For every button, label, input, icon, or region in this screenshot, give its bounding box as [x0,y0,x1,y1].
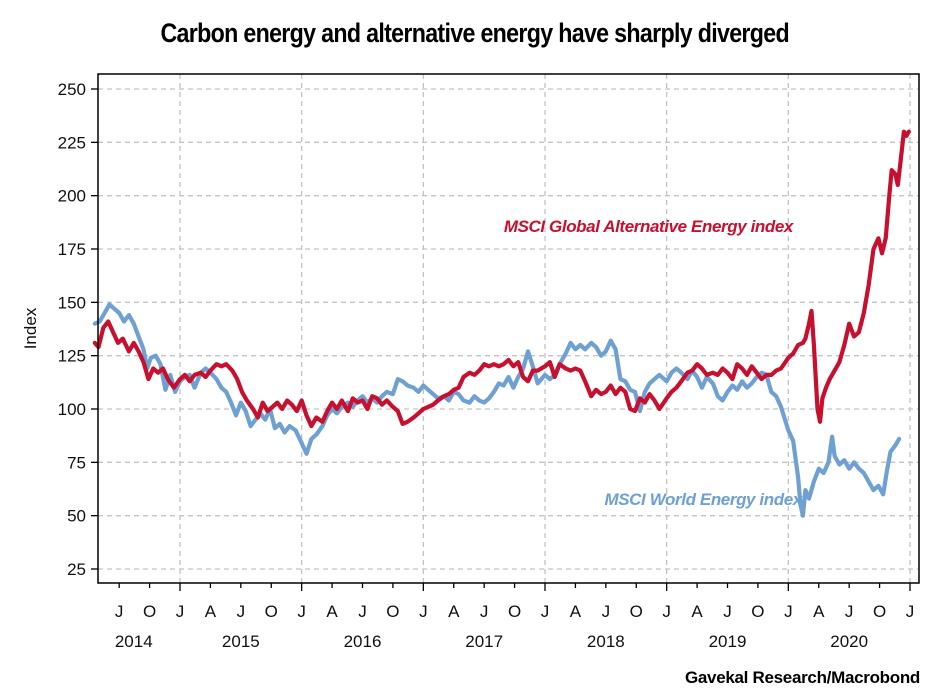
x-tick-label: J [176,602,185,621]
x-tick-label: O [508,602,521,621]
x-tick-label: O [386,602,399,621]
source-credit: Gavekal Research/Macrobond [684,668,920,687]
x-tick-label: A [205,602,217,621]
x-tick-label: J [480,602,489,621]
x-tick-label: J [237,602,246,621]
x-tick-label: J [845,602,854,621]
y-tick-label: 25 [67,560,86,579]
x-tick-label: J [541,602,550,621]
x-tick-label: J [723,602,732,621]
chart-title: Carbon energy and alternative energy hav… [160,18,790,48]
y-tick-label: 200 [58,187,86,206]
y-tick-label: 250 [58,80,86,99]
x-tick-label: O [265,602,278,621]
x-tick-label: A [326,602,338,621]
x-tick-label: J [358,602,367,621]
x-year-label: 2017 [465,632,503,651]
y-tick-label: 125 [58,347,86,366]
x-tick-label: A [448,602,460,621]
y-tick-label: 50 [67,507,86,526]
y-tick-label: 175 [58,240,86,259]
x-tick-label: O [630,602,643,621]
x-year-label: 2019 [709,632,747,651]
x-year-label: 2014 [115,632,153,651]
y-tick-label: 75 [67,453,86,472]
plot-frame [97,73,920,584]
x-tick-label: A [691,602,703,621]
x-tick-label: O [143,602,156,621]
y-axis: 25 50 75 100 125 150 175 200 225 250 [58,80,98,579]
x-tick-label: J [297,602,306,621]
series-label-world-energy: MSCI World Energy index [604,490,803,509]
series-group: MSCI World Energy index MSCI Global Alter… [92,129,911,518]
x-year-label: 2015 [222,632,260,651]
x-tick-label: O [873,602,886,621]
y-tick-label: 150 [58,293,86,312]
x-tick-label: J [784,602,793,621]
x-tick-label: A [570,602,582,621]
x-tick-label: J [115,602,124,621]
x-year-label: 2018 [587,632,625,651]
y-tick-label: 100 [58,400,86,419]
series-line-alternative-energy [92,129,911,429]
y-axis-label: Index [21,307,40,349]
x-tick-label: J [602,602,611,621]
x-tick-label: A [813,602,825,621]
series-label-alternative-energy: MSCI Global Alternative Energy index [504,217,795,236]
series-line-world-energy [92,302,902,518]
x-year-label: 2020 [830,632,868,651]
x-tick-label: O [751,602,764,621]
x-tick-label: J [419,602,428,621]
x-tick-label: J [906,602,915,621]
x-tick-label: J [662,602,671,621]
y-tick-label: 225 [58,133,86,152]
x-year-label: 2016 [344,632,382,651]
